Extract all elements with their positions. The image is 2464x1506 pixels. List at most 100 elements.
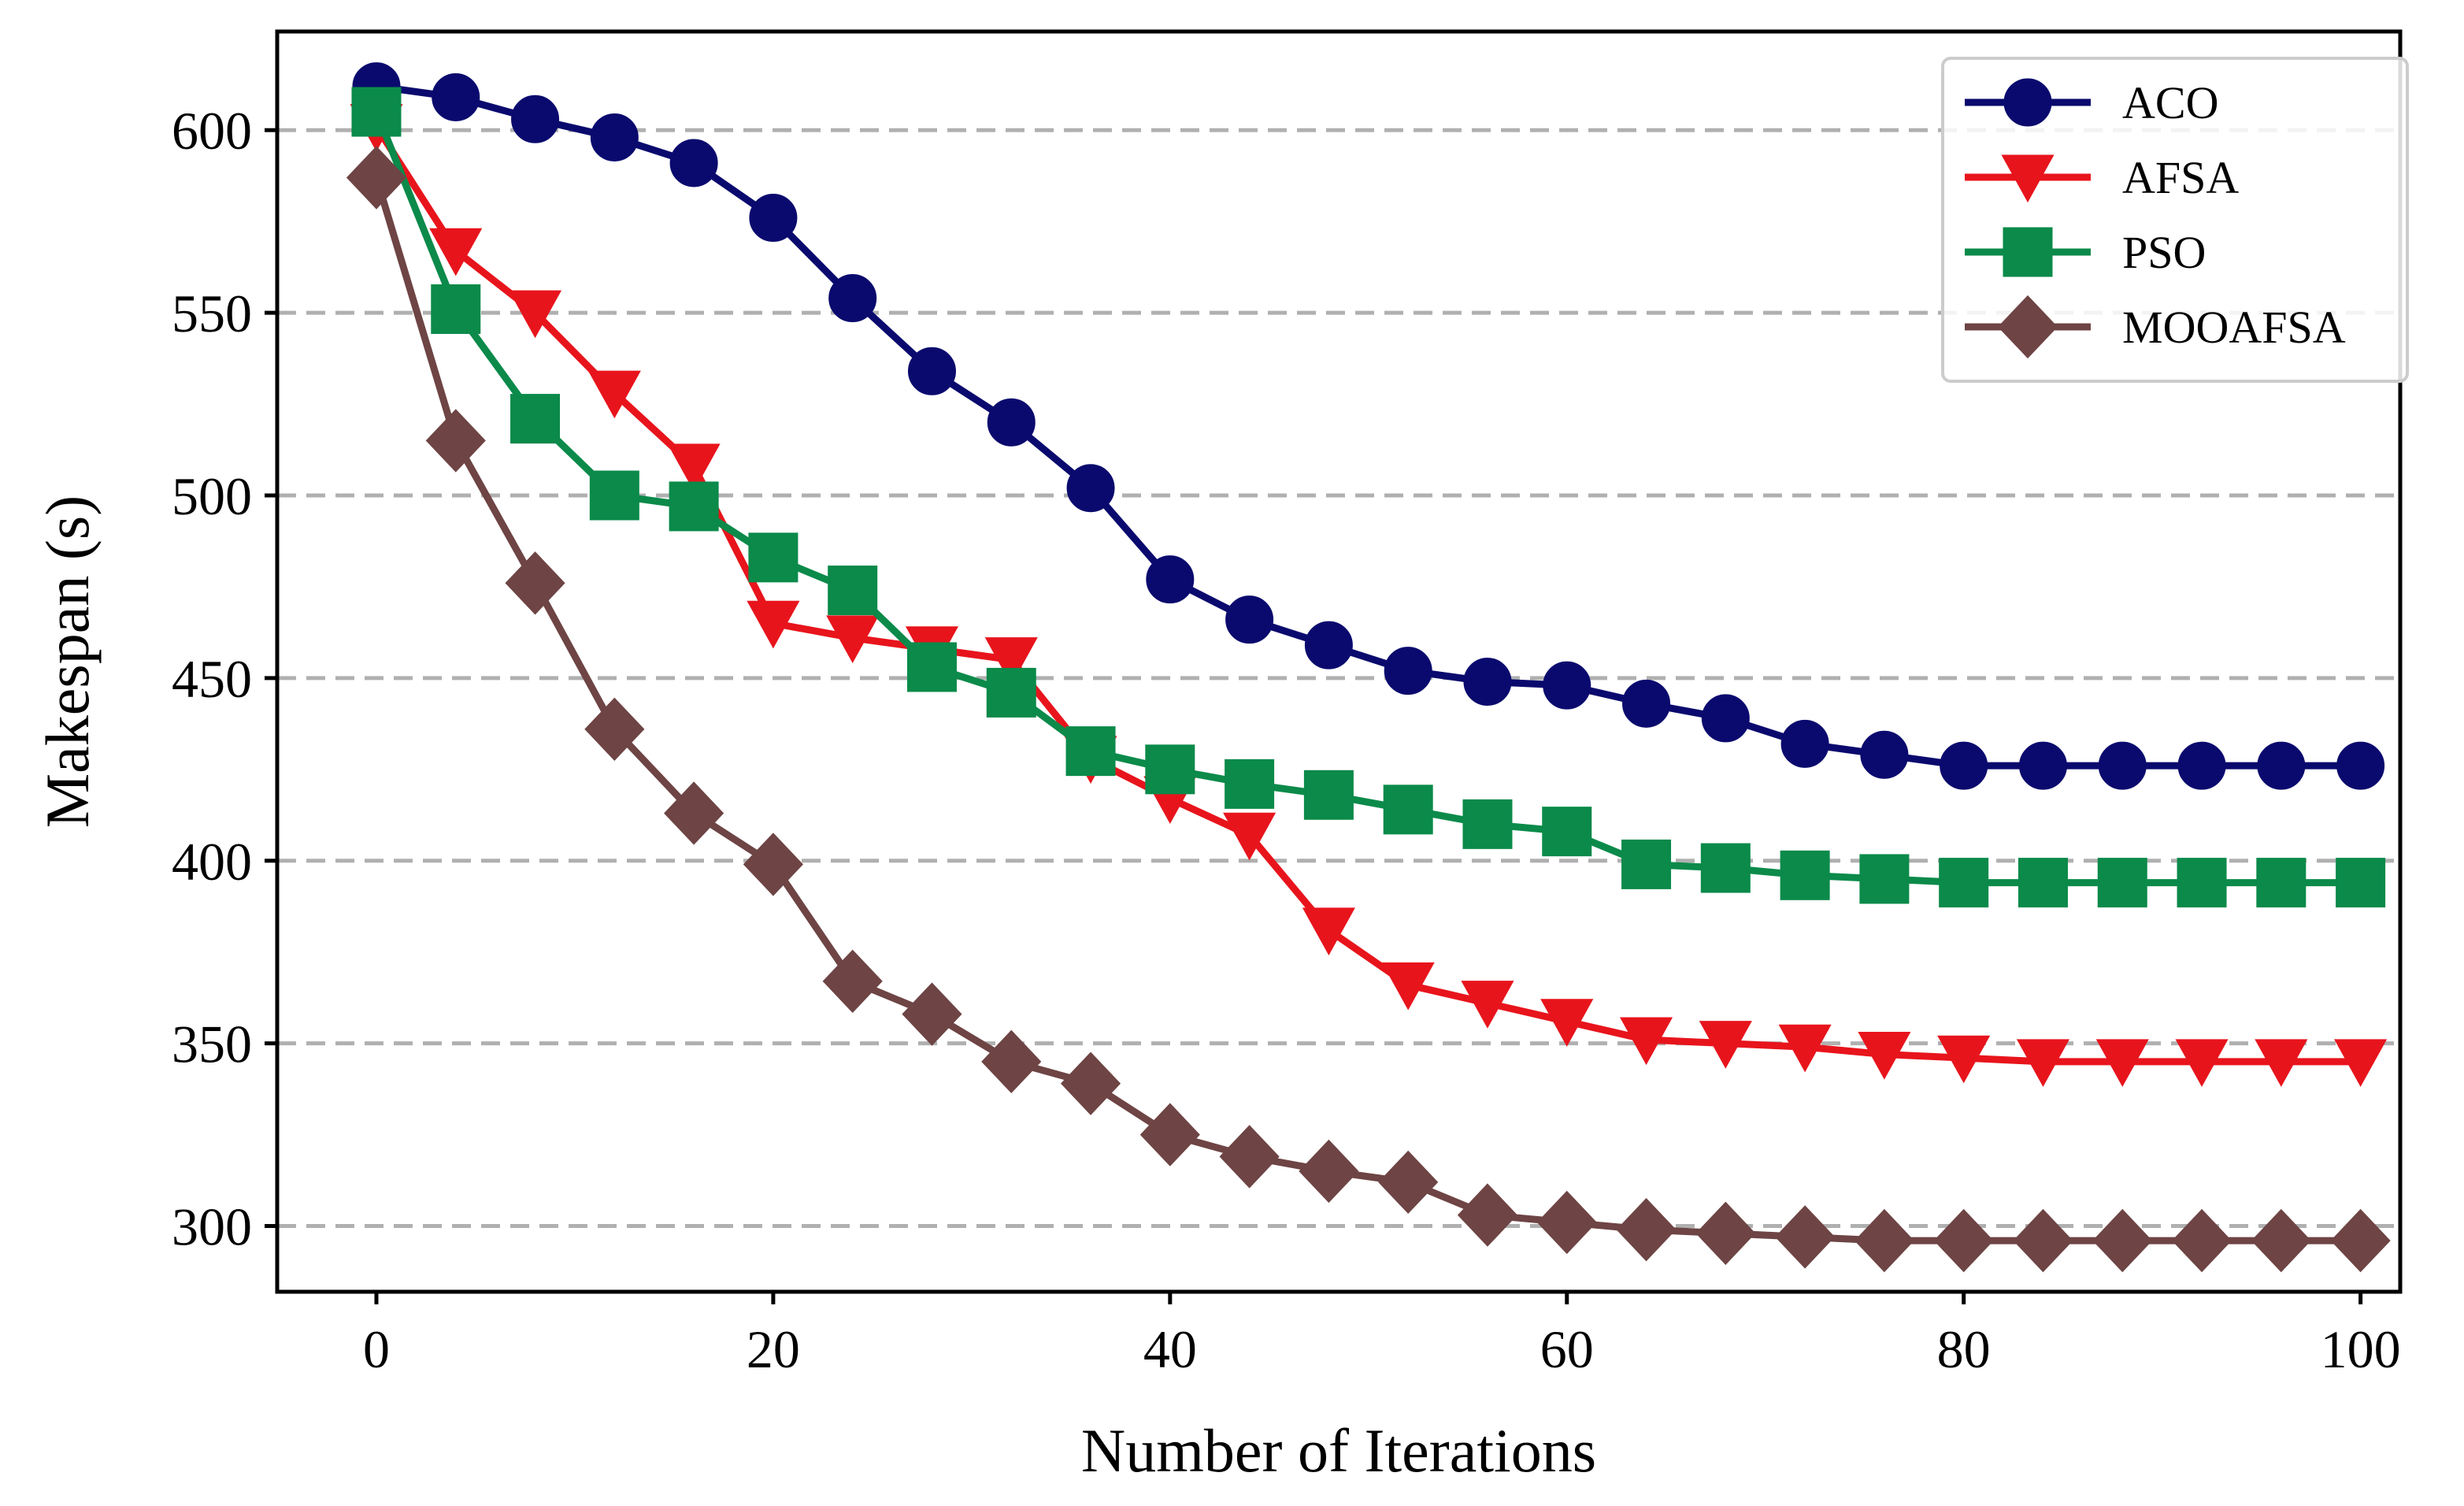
y-tick-label: 500 (172, 466, 252, 526)
data-point-mooafsa (1299, 1139, 1359, 1204)
data-point-afsa (2175, 1039, 2229, 1087)
x-tick-label: 0 (363, 1319, 390, 1379)
data-point-aco (1066, 464, 1115, 513)
y-tick-label: 300 (172, 1197, 252, 1257)
data-point-pso (1780, 850, 1830, 900)
legend-marker-afsa (2001, 154, 2055, 203)
legend-label-pso: PSO (2122, 227, 2206, 278)
data-point-aco (1543, 661, 1591, 710)
data-point-pso (2336, 858, 2386, 908)
data-point-mooafsa (1139, 1103, 1200, 1167)
data-point-pso (1462, 799, 1513, 849)
data-point-afsa (747, 600, 800, 649)
data-point-mooafsa (1378, 1150, 1439, 1215)
data-point-pso (1065, 726, 1116, 777)
data-point-pso (906, 642, 957, 692)
data-point-afsa (1461, 981, 1514, 1029)
data-point-pso (2018, 858, 2068, 908)
data-point-aco (1304, 621, 1353, 670)
data-point-pso (1700, 843, 1751, 893)
series-layer (346, 62, 2391, 1273)
data-point-afsa (509, 290, 562, 339)
legend-entry-aco: ACO (1965, 77, 2218, 128)
y-axis-label: Makespan (s) (33, 495, 102, 828)
data-point-aco (2018, 741, 2067, 790)
data-point-mooafsa (2171, 1208, 2232, 1273)
data-point-aco (669, 139, 718, 187)
data-point-aco (2177, 741, 2226, 790)
data-point-afsa (2334, 1039, 2388, 1087)
data-point-afsa (1619, 1017, 1673, 1066)
data-point-mooafsa (1854, 1208, 1914, 1273)
data-point-aco (1146, 555, 1195, 604)
y-tick-label: 350 (172, 1015, 252, 1074)
data-point-afsa (667, 443, 721, 491)
data-point-pso (2097, 858, 2147, 908)
data-point-mooafsa (2330, 1208, 2391, 1273)
data-point-pso (748, 532, 798, 583)
data-point-pso (1859, 854, 1910, 904)
data-point-pso (1542, 807, 1592, 857)
data-point-afsa (984, 637, 1038, 685)
data-point-afsa (1540, 999, 1594, 1047)
data-point-pso (1145, 744, 1195, 795)
data-point-mooafsa (1219, 1125, 1280, 1189)
data-point-mooafsa (1775, 1205, 1836, 1269)
data-point-aco (1860, 730, 1909, 779)
data-point-mooafsa (425, 409, 486, 473)
data-point-aco (1701, 694, 1750, 743)
data-point-pso (828, 566, 878, 616)
x-tick-label: 100 (2321, 1319, 2401, 1379)
series-aco (352, 62, 2385, 790)
data-point-pso (351, 87, 402, 137)
legend-entry-pso: PSO (1965, 227, 2206, 278)
data-point-mooafsa (1457, 1183, 1518, 1247)
legend-label-aco: ACO (2122, 77, 2218, 128)
legend-label-mooafsa: MOOAFSA (2122, 302, 2346, 353)
data-point-afsa (1223, 812, 1276, 861)
data-point-aco (1940, 741, 1988, 790)
x-axis-label: Number of Iterations (1081, 1416, 1596, 1485)
data-point-aco (432, 72, 480, 121)
series-pso (351, 87, 2386, 908)
data-point-afsa (429, 228, 483, 276)
data-point-afsa (587, 370, 641, 419)
axis-ticks: 300 350 400 450 500 550 600 0 20 40 60 80 100 (172, 101, 2401, 1379)
data-point-aco (749, 194, 798, 243)
data-point-pso (2256, 858, 2307, 908)
data-point-aco (590, 113, 639, 161)
data-point-pso (669, 481, 719, 532)
data-point-afsa (2255, 1039, 2308, 1087)
data-point-mooafsa (2013, 1208, 2073, 1273)
data-point-mooafsa (346, 146, 407, 210)
data-point-aco (907, 347, 956, 395)
data-point-pso (1303, 770, 1354, 820)
x-tick-label: 40 (1143, 1319, 1197, 1379)
y-tick-label: 550 (172, 284, 252, 343)
data-point-pso (1621, 839, 1672, 889)
data-point-aco (1463, 658, 1512, 707)
legend-box (1941, 57, 2409, 383)
plot-frame (275, 29, 2403, 1294)
y-tick-label: 400 (172, 832, 252, 892)
x-tick-label: 20 (747, 1319, 800, 1379)
data-point-aco (2098, 741, 2147, 790)
data-point-pso (589, 470, 639, 521)
legend: ACO AFSA PSO MOOAFSA (1941, 57, 2409, 383)
data-point-afsa (2016, 1039, 2070, 1087)
data-point-afsa (1381, 962, 1435, 1011)
data-point-aco (2336, 741, 2385, 790)
data-point-aco (1622, 679, 1671, 728)
data-point-mooafsa (505, 551, 565, 615)
data-point-mooafsa (1933, 1208, 1994, 1273)
data-point-aco (511, 95, 560, 143)
data-point-mooafsa (1695, 1201, 1756, 1265)
data-point-afsa (1699, 1021, 1752, 1069)
data-point-mooafsa (743, 833, 803, 896)
data-point-aco (1780, 719, 1829, 768)
data-point-aco (2257, 741, 2306, 790)
data-point-mooafsa (1616, 1197, 1677, 1262)
data-point-pso (2177, 858, 2227, 908)
